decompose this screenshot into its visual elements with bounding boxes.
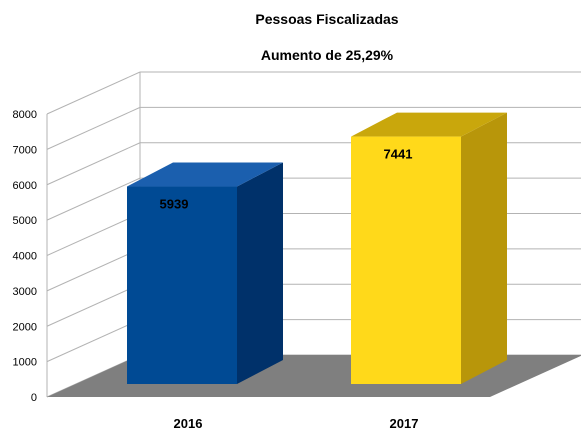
y-tick-label: 8000 — [13, 109, 37, 121]
bars — [127, 112, 507, 385]
y-tick-label: 7000 — [13, 144, 37, 156]
bar-side — [461, 112, 507, 385]
data-label: 7441 — [384, 147, 413, 162]
x-category-label: 2017 — [390, 416, 419, 431]
chart-title: Pessoas Fiscalizadas — [255, 11, 398, 27]
gridline-side — [46, 142, 141, 186]
gridline-side — [46, 106, 141, 150]
y-tick-label: 5000 — [13, 215, 37, 227]
gridline-side — [46, 71, 141, 115]
y-tick-label: 0 — [31, 392, 37, 404]
bar-top — [351, 112, 507, 137]
bar-2017 — [351, 112, 507, 385]
y-tick-label: 4000 — [13, 251, 37, 263]
bar-2016 — [127, 162, 283, 384]
labels: 0 1000 2000 3000 4000 5000 6000 7000 8000 5939 201… — [13, 109, 419, 431]
gridline-side — [46, 283, 141, 327]
y-tick-label: 3000 — [13, 286, 37, 298]
y-tick-label: 2000 — [13, 321, 37, 333]
bar-front — [127, 186, 237, 384]
chart-subtitle: Aumento de 25,29% — [261, 47, 394, 63]
y-tick-label: 1000 — [13, 357, 37, 369]
y-tick-label: 6000 — [13, 180, 37, 192]
x-category-label: 2016 — [174, 416, 203, 431]
data-label: 5939 — [160, 197, 189, 212]
gridline-side — [46, 319, 141, 363]
gridline-side — [46, 177, 141, 221]
gridline-side — [46, 248, 141, 292]
gridline-side — [46, 213, 141, 256]
bar-front — [351, 136, 461, 384]
bar-top — [127, 162, 283, 187]
bar-side — [237, 162, 283, 384]
